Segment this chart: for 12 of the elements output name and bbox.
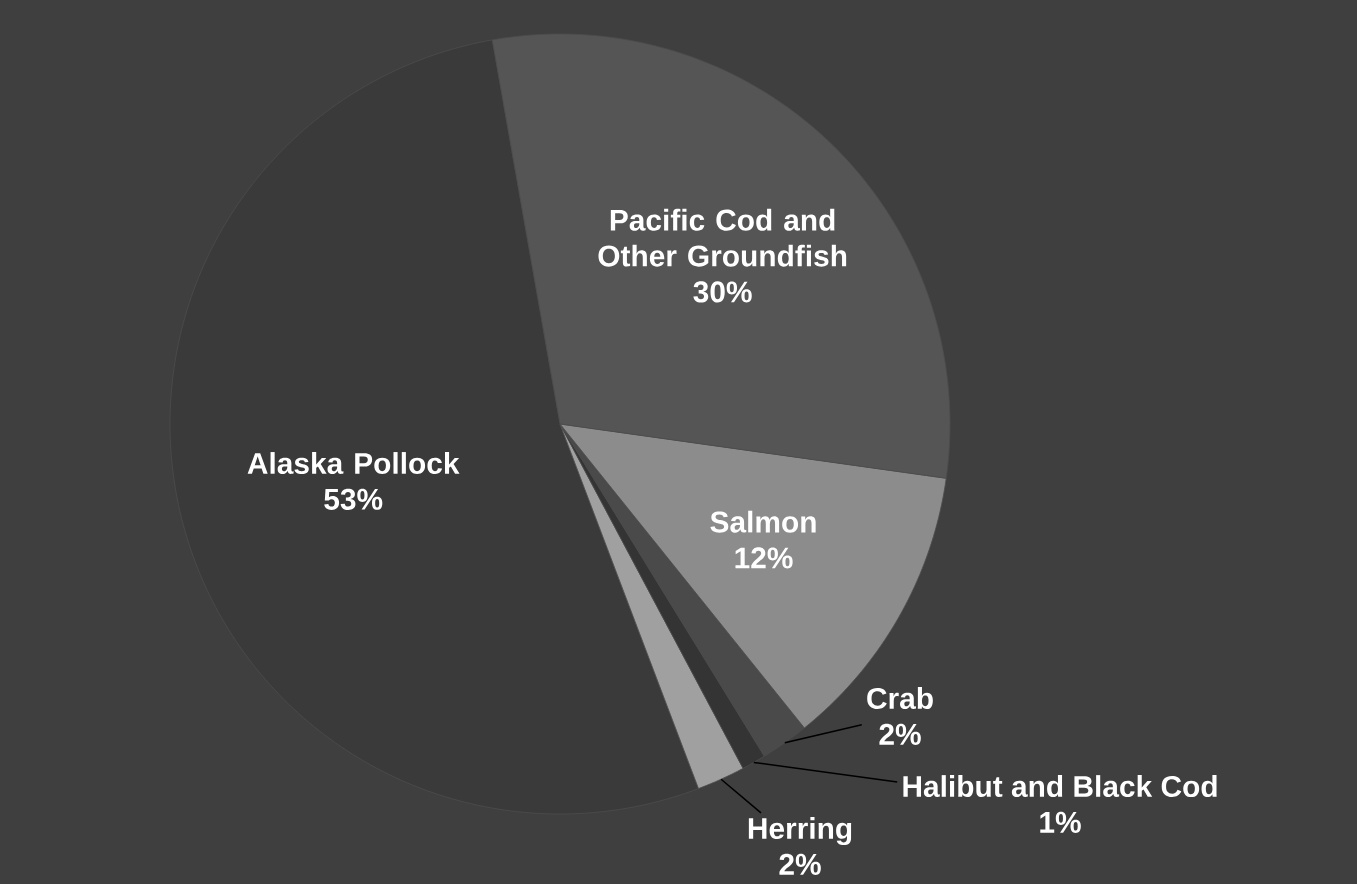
slice-label: Herring xyxy=(748,817,852,846)
data-label: 12% xyxy=(735,547,793,569)
slice-label: Alaska Pollock xyxy=(247,452,460,475)
data-label: 1% xyxy=(1040,811,1081,833)
slice-label: Salmon xyxy=(710,510,816,533)
slice-label: Halibut and Black Cod xyxy=(903,775,1217,798)
data-label: 53% xyxy=(324,488,383,510)
data-label: 30% xyxy=(693,281,752,303)
slice-label: Pacific Cod and Other Groundfish xyxy=(598,208,847,267)
data-label: 2% xyxy=(879,723,921,745)
data-label: 2% xyxy=(779,853,821,875)
slice-label: Crab xyxy=(867,687,933,710)
